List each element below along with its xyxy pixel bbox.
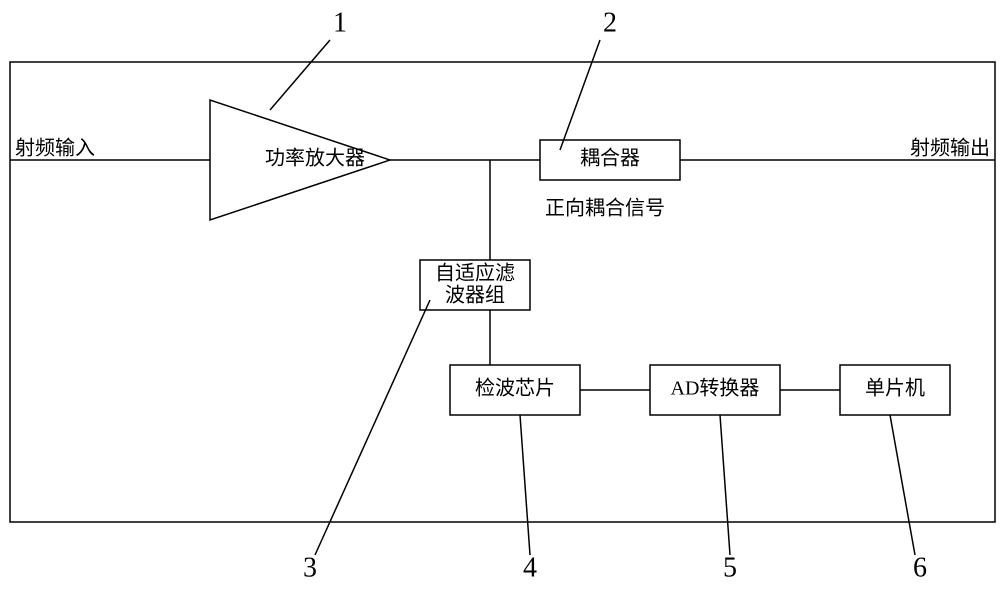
- adaptive-filter-label-line2: 波器组: [445, 284, 505, 307]
- mcu-label: 单片机: [865, 377, 925, 400]
- callout-number-2: 2: [603, 7, 617, 38]
- callout-number-1: 1: [333, 7, 347, 38]
- rf-output-label: 射频输出: [910, 137, 990, 160]
- callout-leader-5: [720, 415, 730, 555]
- adaptive-filter-label-line1: 自适应滤: [435, 262, 515, 285]
- adc-label: AD转换器: [671, 377, 760, 400]
- power-amplifier-label: 功率放大器: [265, 147, 365, 170]
- callout-number-4: 4: [523, 552, 537, 583]
- coupler-label: 耦合器: [580, 147, 640, 170]
- rf-input-label: 射频输入: [15, 137, 95, 160]
- callout-leader-4: [520, 415, 530, 555]
- callout-leader-2: [560, 40, 600, 150]
- detector-chip-label: 检波芯片: [475, 377, 555, 400]
- callout-number-6: 6: [913, 552, 927, 583]
- callout-number-5: 5: [723, 552, 737, 583]
- callout-leader-6: [890, 415, 915, 555]
- callout-leader-1: [270, 40, 330, 110]
- callout-number-3: 3: [303, 552, 317, 583]
- callout-leader-3: [315, 300, 430, 555]
- forward-coupled-signal-label: 正向耦合信号: [545, 197, 665, 220]
